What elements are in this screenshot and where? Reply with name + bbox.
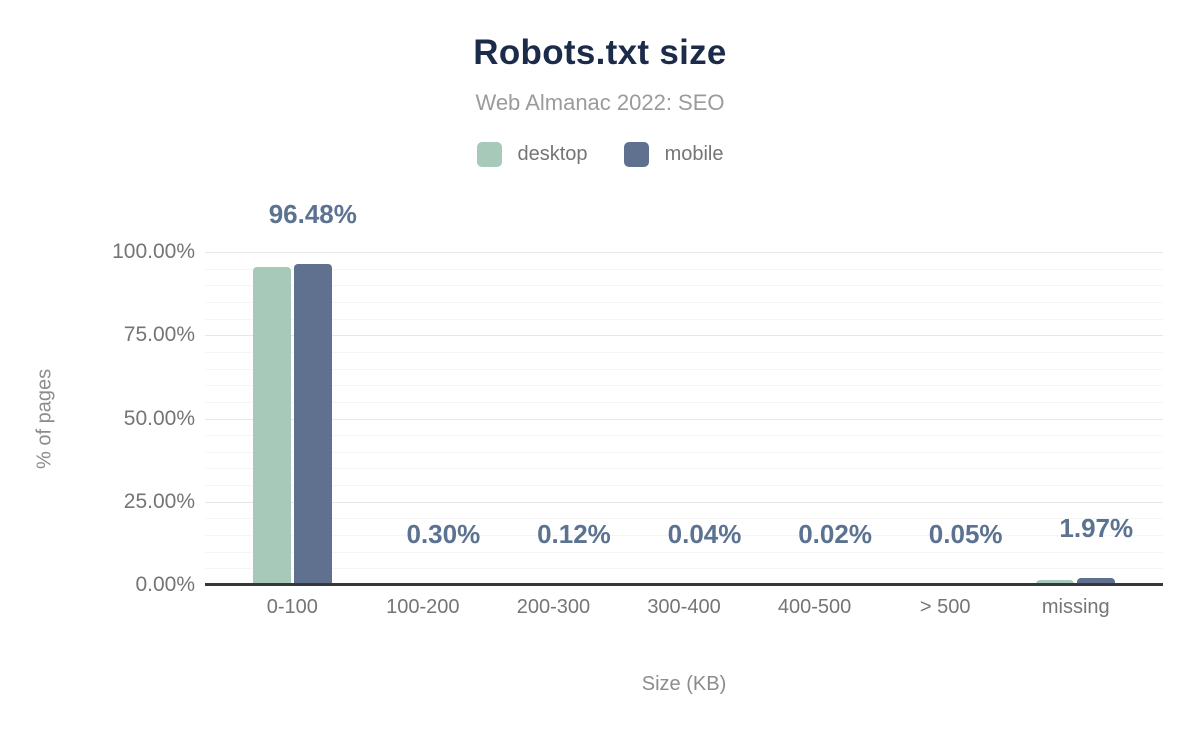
- x-tick-label: 0-100: [266, 596, 318, 618]
- data-label: 0.12%: [537, 519, 611, 549]
- data-label: 96.48%: [268, 198, 357, 229]
- y-tick-label: 50.00%: [123, 406, 195, 430]
- bar-groups: 96.48% 0.30% 0.12% 0.04% 0.02% 0.05% 1.97%: [205, 199, 1163, 585]
- gridline-minor: [205, 551, 1163, 553]
- gridline-minor: [205, 468, 1163, 470]
- plot-area: 96.48% 0.30% 0.12% 0.04% 0.02% 0.05% 1.97%: [205, 199, 1163, 586]
- chart-subtitle: Web Almanac 2022: SEO: [475, 90, 725, 115]
- gridline-major: [205, 418, 1163, 420]
- gridline-minor: [205, 401, 1163, 403]
- legend-item-mobile: mobile: [623, 142, 724, 167]
- bar-mobile: [1077, 578, 1116, 585]
- gridline-major: [205, 335, 1163, 337]
- bar-pair: [1010, 578, 1141, 585]
- bar-group--500: 0.05%: [880, 252, 1011, 585]
- gridline-minor: [205, 301, 1163, 303]
- bar-group-0-100: 96.48%: [227, 199, 358, 585]
- y-tick-label: 25.00%: [123, 489, 195, 513]
- legend-label: mobile: [664, 143, 724, 165]
- x-tick-label: 200-300: [516, 596, 591, 618]
- gridline-minor: [205, 485, 1163, 487]
- x-tick-label: 300-400: [647, 596, 721, 618]
- gridline-minor: [205, 518, 1163, 520]
- bar-group-400-500: 0.02%: [749, 252, 880, 585]
- y-tick-label: 75.00%: [123, 323, 195, 347]
- data-label: 1.97%: [1059, 513, 1134, 544]
- data-label: 0.04%: [667, 519, 742, 549]
- gridline-minor: [205, 318, 1163, 320]
- bar-pair: [227, 263, 358, 585]
- gridline-minor: [205, 285, 1163, 287]
- gridline-minor: [205, 351, 1163, 353]
- gridline-minor: [205, 268, 1163, 270]
- chart-title: Robots.txt size: [473, 33, 727, 72]
- bar-desktop: [1036, 580, 1075, 585]
- x-tick-label: > 500: [919, 596, 971, 618]
- legend-label: desktop: [517, 143, 588, 165]
- y-axis-tick-labels: 0.00% 25.00% 50.00% 75.00% 100.00%: [0, 240, 195, 596]
- y-tick-label: 100.00%: [112, 240, 195, 263]
- bar-group-300-400: 0.04%: [619, 252, 750, 585]
- legend-swatch-desktop: [476, 142, 502, 167]
- x-axis-line: [205, 583, 1163, 586]
- gridline-minor: [205, 451, 1163, 453]
- gridline-minor: [205, 368, 1163, 370]
- gridline-minor: [205, 385, 1163, 387]
- legend: desktop mobile: [0, 142, 1200, 167]
- x-tick-label: 100-200: [386, 596, 460, 618]
- bar-group-100-200: 0.30%: [358, 252, 489, 585]
- legend-swatch-mobile: [623, 142, 649, 167]
- gridline-minor: [205, 568, 1163, 570]
- bar-mobile: [293, 263, 332, 585]
- x-tick-label: missing: [1041, 596, 1110, 618]
- data-label: 0.30%: [406, 519, 481, 549]
- gridline-minor: [205, 535, 1163, 537]
- bar-group-200-300: 0.12%: [488, 252, 619, 585]
- x-axis-title: Size (KB): [641, 673, 727, 695]
- gridline-major: [205, 501, 1163, 503]
- legend-item-desktop: desktop: [476, 142, 588, 167]
- x-tick-label: 400-500: [777, 596, 852, 618]
- x-axis-tick-labels: 0-100 100-200 200-300 300-400 400-500 > 500 mi…: [205, 596, 1163, 619]
- gridline-major: [205, 252, 1163, 253]
- gridline-minor: [205, 435, 1163, 437]
- bar-desktop: [252, 267, 291, 585]
- data-label: 0.02%: [798, 519, 872, 549]
- y-tick-label: 0.00%: [135, 573, 195, 596]
- data-label: 0.05%: [928, 519, 1003, 549]
- bar-group-missing: 1.97%: [1010, 252, 1141, 585]
